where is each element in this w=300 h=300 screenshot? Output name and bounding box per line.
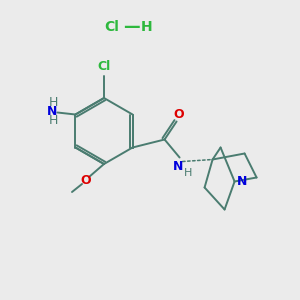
Text: N: N [47, 105, 58, 118]
Text: H: H [141, 20, 153, 34]
Text: O: O [173, 108, 184, 121]
Text: N: N [172, 160, 183, 173]
Text: H: H [49, 96, 58, 109]
Text: H: H [183, 167, 192, 178]
Text: —: — [123, 18, 139, 36]
Text: O: O [81, 173, 91, 187]
Text: Cl: Cl [105, 20, 119, 34]
Text: H: H [49, 114, 58, 127]
Text: N: N [236, 175, 247, 188]
Text: Cl: Cl [98, 61, 111, 74]
